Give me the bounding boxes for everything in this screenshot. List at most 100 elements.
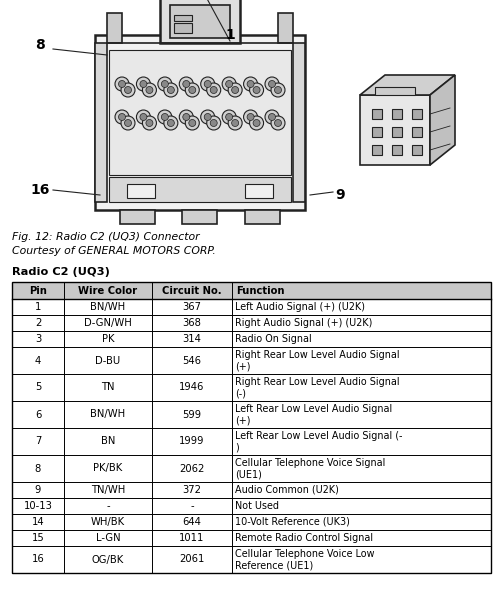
Bar — [12, 428, 491, 455]
Text: 6: 6 — [35, 409, 41, 419]
Circle shape — [185, 116, 199, 130]
Text: 2061: 2061 — [179, 554, 205, 565]
Bar — [245, 184, 273, 198]
Text: Cellular Telephone Voice Low
Reference (UE1): Cellular Telephone Voice Low Reference (… — [235, 548, 375, 570]
Text: 10-Volt Reference (UK3): 10-Volt Reference (UK3) — [235, 517, 350, 527]
Text: 9: 9 — [35, 485, 41, 495]
Circle shape — [247, 80, 254, 88]
Text: Right Rear Low Level Audio Signal
(+): Right Rear Low Level Audio Signal (+) — [235, 350, 399, 371]
Bar — [12, 401, 491, 428]
Bar — [12, 282, 491, 573]
Text: Wire Color: Wire Color — [78, 286, 137, 295]
Circle shape — [183, 113, 190, 121]
Text: -: - — [106, 501, 110, 511]
Circle shape — [253, 119, 260, 127]
Circle shape — [253, 86, 260, 94]
Text: TN/WH: TN/WH — [91, 485, 125, 495]
Bar — [12, 299, 491, 315]
Circle shape — [275, 86, 282, 94]
Text: TN: TN — [101, 383, 115, 392]
Circle shape — [140, 113, 147, 121]
Circle shape — [158, 77, 172, 91]
Text: Left Rear Low Level Audio Signal
(+): Left Rear Low Level Audio Signal (+) — [235, 404, 392, 425]
Bar — [372, 109, 382, 119]
Circle shape — [121, 116, 135, 130]
Polygon shape — [360, 75, 455, 95]
Circle shape — [271, 116, 285, 130]
Circle shape — [207, 116, 221, 130]
Circle shape — [125, 86, 131, 94]
Circle shape — [183, 80, 190, 88]
Text: BN/WH: BN/WH — [91, 409, 126, 419]
Circle shape — [136, 110, 150, 124]
Text: 599: 599 — [183, 409, 202, 419]
Bar — [412, 145, 422, 155]
Circle shape — [204, 80, 211, 88]
Text: Radio On Signal: Radio On Signal — [235, 334, 312, 344]
Circle shape — [164, 116, 178, 130]
Bar — [372, 127, 382, 137]
Bar — [293, 43, 305, 202]
Polygon shape — [430, 75, 455, 165]
Bar — [12, 455, 491, 482]
Bar — [127, 184, 155, 198]
Text: PK: PK — [102, 334, 114, 344]
Circle shape — [210, 119, 217, 127]
Text: 1: 1 — [35, 302, 41, 312]
Text: Courtesy of GENERAL MOTORS CORP.: Courtesy of GENERAL MOTORS CORP. — [12, 246, 216, 256]
Circle shape — [142, 83, 156, 97]
Bar — [174, 23, 192, 33]
Circle shape — [265, 77, 279, 91]
Text: 368: 368 — [183, 318, 201, 328]
Circle shape — [249, 116, 264, 130]
Circle shape — [269, 80, 276, 88]
Text: OG/BK: OG/BK — [92, 554, 124, 565]
Text: PK/BK: PK/BK — [94, 463, 123, 473]
Text: 16: 16 — [32, 554, 44, 565]
Circle shape — [275, 119, 282, 127]
Text: 8: 8 — [35, 38, 45, 52]
Circle shape — [115, 77, 129, 91]
Circle shape — [119, 113, 126, 121]
Circle shape — [232, 119, 238, 127]
Text: 2: 2 — [35, 318, 41, 328]
Circle shape — [271, 83, 285, 97]
Bar — [372, 145, 382, 155]
Text: 8: 8 — [35, 463, 41, 473]
Circle shape — [167, 86, 175, 94]
Bar — [412, 109, 422, 119]
Circle shape — [247, 113, 254, 121]
Text: 14: 14 — [32, 517, 44, 527]
Bar — [12, 514, 491, 530]
Text: Function: Function — [236, 286, 285, 295]
Circle shape — [201, 110, 215, 124]
Circle shape — [179, 77, 193, 91]
Bar — [95, 35, 305, 210]
Circle shape — [222, 77, 236, 91]
Circle shape — [121, 83, 135, 97]
Circle shape — [185, 83, 199, 97]
Bar — [12, 282, 491, 299]
Text: Remote Radio Control Signal: Remote Radio Control Signal — [235, 533, 373, 543]
Text: Left Audio Signal (+) (U2K): Left Audio Signal (+) (U2K) — [235, 302, 365, 312]
Bar — [12, 498, 491, 514]
Bar — [245, 210, 280, 224]
Bar — [12, 347, 491, 374]
Circle shape — [119, 80, 126, 88]
Circle shape — [146, 86, 153, 94]
Circle shape — [222, 110, 236, 124]
Bar — [12, 546, 491, 573]
Text: 1011: 1011 — [179, 533, 205, 543]
Circle shape — [189, 119, 196, 127]
Bar — [95, 43, 107, 202]
Circle shape — [243, 77, 258, 91]
Text: L-GN: L-GN — [96, 533, 120, 543]
Circle shape — [228, 83, 242, 97]
Text: Left Rear Low Level Audio Signal (-
): Left Rear Low Level Audio Signal (- ) — [235, 431, 402, 452]
Bar — [412, 127, 422, 137]
Circle shape — [136, 77, 150, 91]
Circle shape — [249, 83, 264, 97]
Circle shape — [226, 113, 233, 121]
Circle shape — [210, 86, 217, 94]
Text: 7: 7 — [35, 437, 41, 446]
